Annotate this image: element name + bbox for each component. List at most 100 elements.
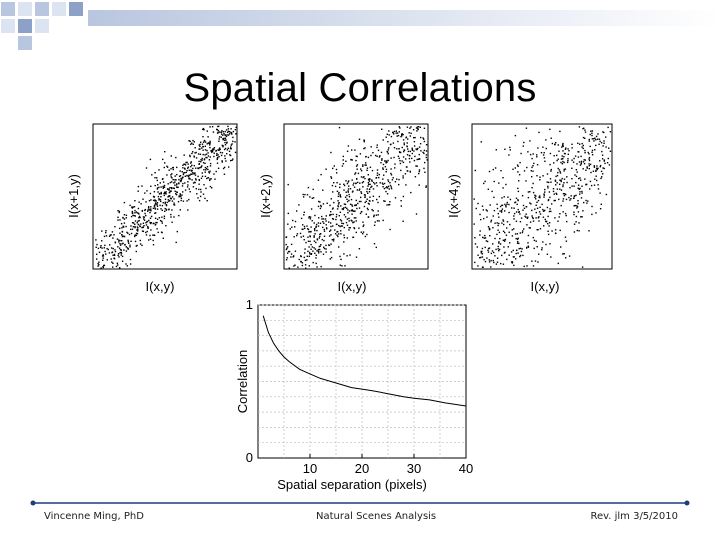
scatter-point — [318, 200, 320, 203]
scatter-point — [363, 194, 366, 196]
scatter-point — [371, 169, 374, 172]
scatter-point — [121, 227, 123, 229]
scatter-point — [219, 148, 221, 151]
scatter-point — [178, 182, 180, 184]
scatter-point — [317, 225, 320, 227]
scatter-xlabel: I(x,y) — [531, 279, 560, 294]
scatter-point — [579, 164, 582, 166]
scatter-point — [149, 234, 151, 237]
scatter-point — [157, 184, 159, 186]
scatter-point — [581, 266, 584, 268]
scatter-point — [206, 130, 208, 132]
scatter-point — [317, 250, 320, 253]
scatter-point — [371, 185, 373, 188]
scatter-point — [225, 139, 227, 141]
scatter-point — [288, 250, 291, 253]
scatter-point — [201, 175, 204, 177]
scatter-point — [507, 246, 509, 248]
scatter-point — [306, 225, 308, 227]
scatter-point — [340, 205, 342, 207]
scatter-point — [550, 168, 552, 171]
scatter-point — [364, 164, 366, 166]
scatter-point — [521, 248, 523, 250]
scatter-point — [584, 159, 586, 161]
scatter-point — [159, 220, 162, 222]
scatter-point — [563, 155, 565, 158]
scatter-point — [293, 255, 295, 257]
scatter-point — [204, 154, 206, 156]
scatter-point — [212, 131, 215, 133]
scatter-point — [543, 152, 545, 154]
scatter-point — [388, 188, 390, 190]
scatter-point — [121, 234, 123, 236]
scatter-point — [110, 234, 112, 236]
scatter-point — [584, 178, 586, 180]
scatter-point — [111, 261, 113, 263]
scatter-point — [569, 199, 571, 201]
scatter-point — [142, 216, 145, 218]
scatter-point — [498, 222, 500, 225]
scatter-point — [588, 159, 591, 162]
scatter-point — [577, 200, 579, 202]
footer-rule — [30, 500, 690, 506]
scatter-point — [560, 180, 562, 183]
scatter-point — [325, 215, 327, 217]
scatter-point — [150, 229, 152, 231]
scatter-point — [163, 217, 166, 220]
scatter-point — [371, 209, 373, 211]
scatter-point — [531, 166, 533, 169]
scatter-point — [525, 206, 528, 208]
scatter-point — [179, 193, 181, 195]
scatter-point — [346, 194, 348, 197]
scatter-point — [230, 128, 232, 130]
scatter-point — [384, 166, 387, 168]
scatter-point — [139, 225, 141, 228]
scatter-point — [486, 210, 488, 212]
scatter-point — [398, 131, 400, 133]
scatter-point — [499, 237, 501, 240]
scatter-point — [223, 173, 226, 175]
scatter-point — [355, 256, 358, 258]
scatter-point — [346, 200, 349, 203]
scatter-point — [209, 126, 211, 128]
scatter-point — [539, 176, 541, 178]
scatter-point — [134, 212, 136, 214]
scatter-point — [398, 148, 400, 150]
scatter-point — [166, 188, 169, 190]
scatter-point — [574, 204, 576, 207]
scatter-point — [581, 192, 583, 194]
scatter-point — [411, 157, 413, 160]
scatter-point — [369, 178, 371, 180]
scatter-point — [354, 172, 357, 174]
scatter-point — [165, 204, 168, 207]
scatter-point — [365, 213, 367, 215]
scatter-point — [164, 198, 167, 200]
scatter-point — [184, 163, 186, 165]
scatter-point — [368, 180, 371, 182]
scatter-point — [586, 167, 588, 169]
scatter-point — [406, 154, 409, 156]
scatter-point — [218, 138, 220, 140]
scatter-point — [317, 222, 320, 224]
scatter-point — [584, 131, 587, 133]
scatter-point — [134, 225, 136, 228]
scatter-point — [309, 231, 311, 233]
scatter-point — [414, 155, 416, 158]
scatter-point — [420, 136, 422, 139]
scatter-point — [331, 184, 334, 187]
scatter-point — [527, 191, 530, 193]
scatter-point — [381, 158, 383, 160]
scatter-point — [304, 264, 307, 266]
scatter-point — [576, 171, 578, 173]
scatter-point — [204, 171, 206, 173]
scatter-point — [163, 166, 165, 169]
scatter-point — [496, 203, 498, 205]
scatter-point — [339, 264, 341, 266]
scatter-point — [582, 161, 585, 163]
scatter-point — [493, 261, 495, 264]
scatter-point — [319, 235, 321, 238]
scatter-point — [112, 254, 114, 256]
scatter-point — [547, 198, 550, 201]
scatter-point — [97, 262, 99, 265]
scatter-point — [316, 229, 318, 232]
